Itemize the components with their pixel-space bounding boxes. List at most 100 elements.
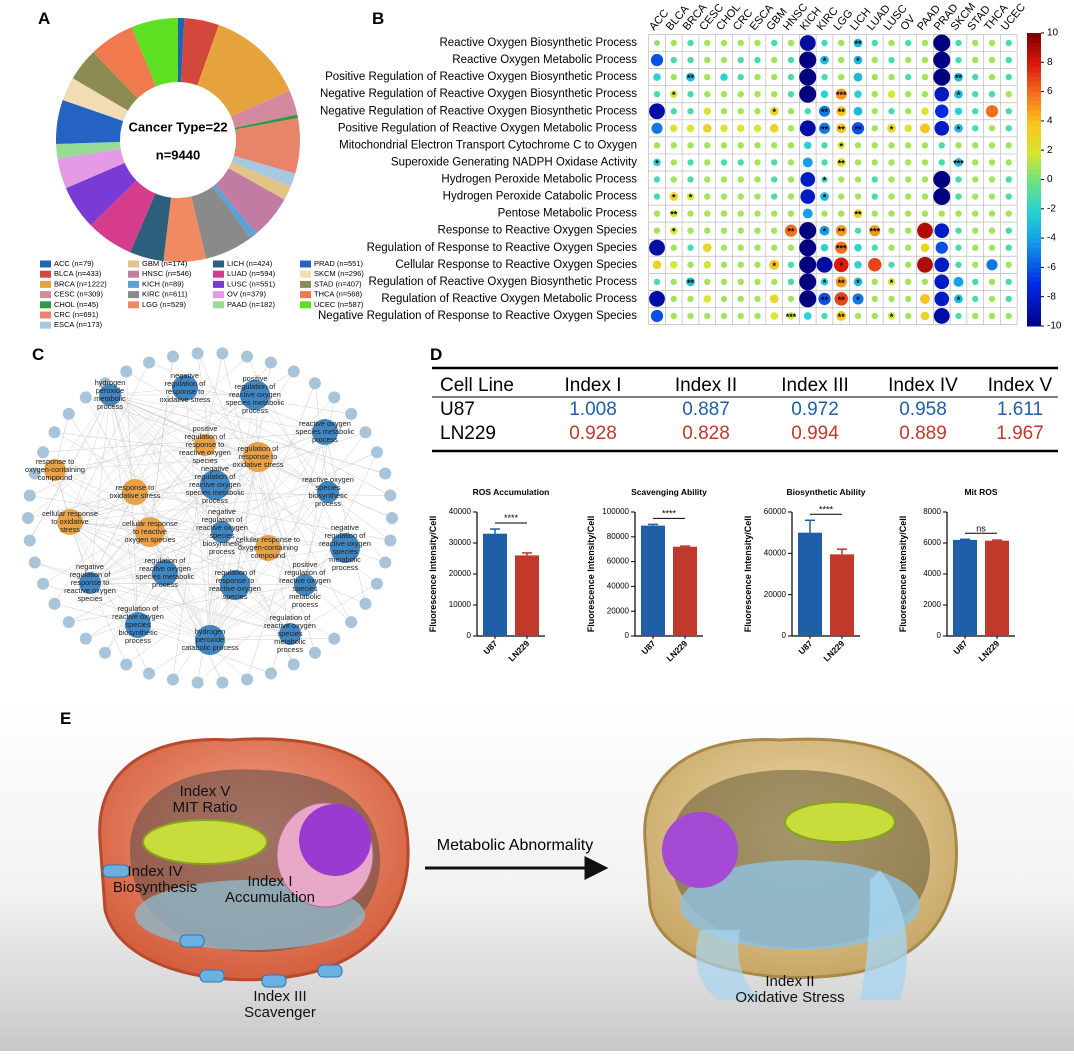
dot [704,39,711,47]
bar [798,532,822,636]
dot [921,278,929,286]
dot [887,278,896,286]
network-label: regulation of reactive oxygen species metab… [264,613,316,654]
colorbar-segment [1027,164,1041,171]
dot [972,176,979,183]
dot [905,56,912,64]
pie-slice [215,168,285,234]
network-edge [43,431,326,453]
colorbar-segment [1027,130,1041,137]
dot [799,222,817,240]
dot [787,295,795,303]
dot [702,123,712,133]
network-edge [54,603,139,626]
legend-swatch [213,260,224,268]
network-edge [109,394,216,486]
dot [988,227,996,234]
pie-slice [231,90,298,128]
dot [934,223,950,238]
dot [653,142,661,149]
dot [653,90,661,98]
x-tick-label: U87 [951,638,969,656]
dot [935,241,948,254]
legend-label: UCEC (n=587) [314,300,364,309]
table-header: Index V [988,375,1053,396]
dot [954,72,963,82]
network-minor-node [166,673,179,686]
network-minor-node [28,467,41,480]
legend-label: HNSC (n=546) [142,269,192,278]
colorbar-segment [1027,301,1041,307]
dot [888,295,895,303]
pie-slice [231,155,296,187]
dot [771,39,778,47]
network-edge [109,394,223,533]
dot [704,90,711,98]
network-edge [209,484,216,641]
dot [819,225,830,236]
dot [1005,159,1012,166]
y-tick-label: 2000 [923,600,941,609]
dot [835,88,847,100]
dot [670,176,677,183]
x-tick-label: LN229 [664,638,689,663]
network-edge [89,582,291,635]
dot [754,278,761,286]
legend-swatch [128,260,139,268]
dot [687,210,694,217]
network-label: negative regulation of response to reactive… [64,562,116,603]
panel-label: B [372,9,384,28]
network-node [79,572,101,594]
legend-label: LUAD (n=594) [227,269,276,278]
network-minor-node [264,356,277,369]
dot [720,227,728,234]
dot [703,107,712,116]
dot [799,239,817,257]
dot [770,312,779,320]
dot [905,176,912,183]
dot [670,312,677,320]
dot [933,68,951,86]
network-edge [209,584,306,641]
row-label: Cellular Response to Reactive Oxygen Spe… [395,259,637,271]
dot [953,276,964,287]
dot [1005,176,1012,183]
dot [799,120,816,137]
dot [838,193,845,200]
legend-label: BLCA (n=433) [54,269,102,278]
pie-slice [72,52,138,111]
dot [934,257,950,273]
network-edge [134,456,259,493]
network-edge [209,638,335,641]
dot [871,193,878,200]
significance-star: * [890,124,894,134]
dot [670,108,677,115]
dot [754,176,761,183]
colorbar-segment [1027,140,1041,146]
y-tick-label: 0 [782,631,787,640]
pie-slice [131,17,178,87]
dot [771,56,778,64]
dot [888,56,895,64]
significance-star: * [856,278,860,288]
y-tick-label: 0 [467,631,472,640]
dot [720,159,728,166]
dot [888,176,895,183]
legend-swatch [128,301,139,309]
dot [704,73,711,81]
colorbar-segment [1027,223,1041,229]
table-header: Index II [675,375,737,396]
network-edge [69,521,150,674]
significance-star: ** [838,295,846,305]
y-tick-label: 100000 [602,507,629,516]
dot [887,123,896,133]
legend-label: ACC (n=79) [54,259,94,268]
row-label: Positive Regulation of Reactive Oxygen B… [325,71,637,83]
dot [821,210,828,217]
table-panel: Cell Line Index I Index II Index III Index I… [432,366,1058,453]
network-edge [148,362,326,433]
dot [704,227,711,234]
dot [787,125,795,132]
dot [835,225,847,237]
dot [871,73,878,81]
